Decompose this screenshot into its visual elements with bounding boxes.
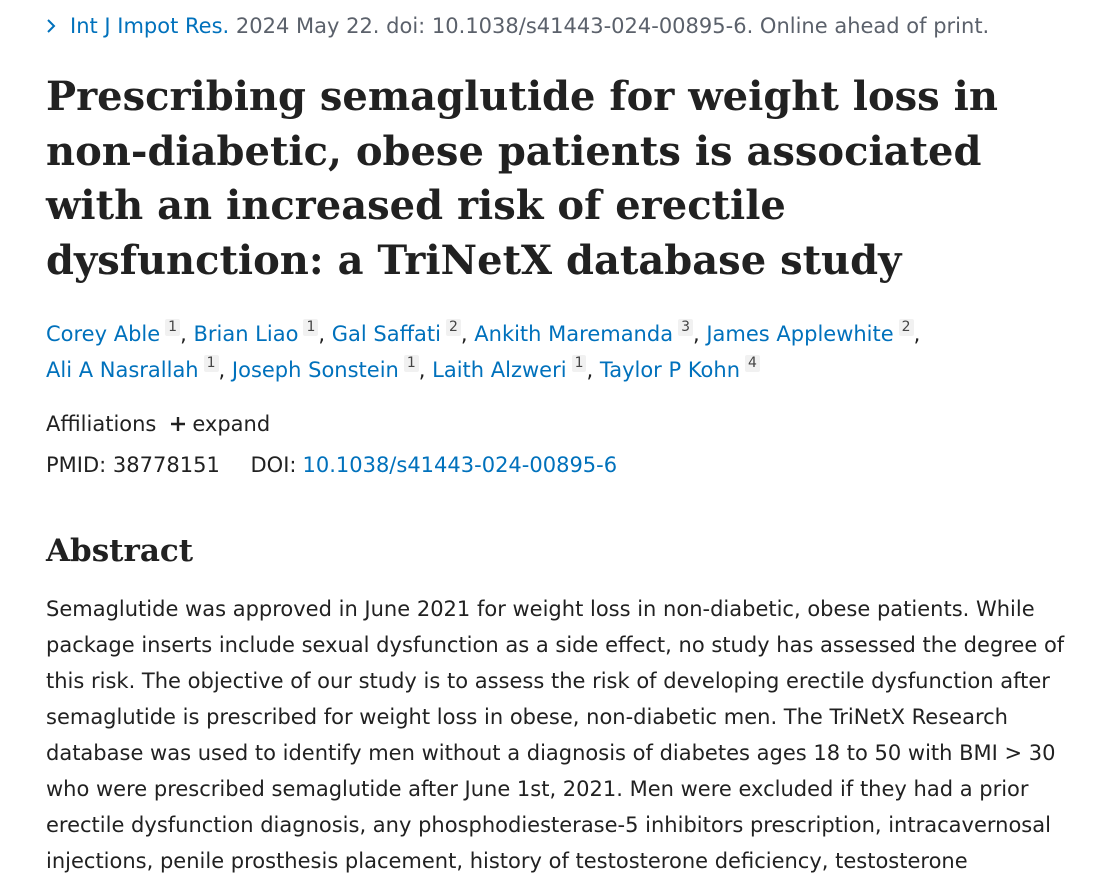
doi-link[interactable]: 10.1038/s41443-024-00895-6 [302, 453, 618, 477]
affiliation-ref[interactable]: 1 [303, 319, 319, 336]
author-item: Ankith Maremanda 3 [474, 319, 693, 346]
expand-label: expand [192, 412, 271, 436]
author-list: Corey Able 1, Brian Liao 1, Gal Saffati 2, … [46, 316, 1046, 388]
author-separator: , [218, 358, 232, 382]
citation-line: Int J Impot Res. 2024 May 22. doi: 10.10… [46, 12, 989, 40]
affiliations-expand-button[interactable]: expand [170, 412, 270, 436]
author-link[interactable]: Gal Saffati [331, 322, 441, 346]
author-link[interactable]: Ali A Nasrallah [46, 358, 199, 382]
pmid-label: PMID: [46, 453, 107, 477]
author-separator: , [460, 322, 475, 346]
affiliation-ref[interactable]: 1 [403, 355, 419, 372]
author-separator: , [180, 322, 194, 346]
author-separator: , [586, 358, 600, 382]
author-link[interactable]: James Applewhite [706, 322, 894, 346]
affiliation-ref[interactable]: 2 [445, 319, 461, 336]
citation-details: 2024 May 22. doi: 10.1038/s41443-024-008… [229, 14, 990, 38]
author-separator: , [418, 358, 433, 382]
article-title: Prescribing semaglutide for weight loss … [46, 73, 998, 284]
author-item: Corey Able 1 [46, 319, 181, 346]
identifiers-row: PMID: 38778151 DOI: 10.1038/s41443-024-00… [46, 450, 617, 480]
abstract-text: Semaglutide was approved in June 2021 fo… [46, 597, 1065, 873]
author-item: Brian Liao 1 [193, 319, 319, 346]
author-link[interactable]: Taylor P Kohn [599, 358, 741, 382]
author-item: Joseph Sonstein 1 [231, 355, 419, 382]
abstract-heading: Abstract [46, 533, 194, 569]
author-link[interactable]: Brian Liao [193, 322, 299, 346]
plus-icon [171, 417, 186, 431]
affiliations-row: Affiliations expand [46, 408, 270, 440]
chevron-right-icon[interactable] [46, 19, 56, 33]
author-link[interactable]: Corey Able [46, 322, 161, 346]
author-separator: , [693, 322, 707, 346]
affiliation-ref[interactable]: 3 [678, 319, 693, 336]
author-separator: , [913, 322, 921, 346]
author-separator: , [318, 322, 332, 346]
author-link[interactable]: Laith Alzweri [432, 358, 567, 382]
affiliation-ref[interactable]: 4 [745, 355, 760, 372]
affiliations-label: Affiliations [46, 412, 157, 436]
doi-label: DOI: [250, 453, 297, 477]
affiliation-ref[interactable]: 1 [165, 319, 181, 336]
author-item: Laith Alzweri 1 [432, 355, 587, 382]
affiliation-ref[interactable]: 1 [571, 355, 587, 372]
affiliation-ref[interactable]: 1 [203, 355, 219, 372]
author-link[interactable]: Ankith Maremanda [474, 322, 674, 346]
pmid-value: 38778151 [112, 453, 220, 477]
author-link[interactable]: Joseph Sonstein [231, 358, 399, 382]
affiliation-ref[interactable]: 2 [898, 319, 914, 336]
author-item: James Applewhite 2 [706, 319, 914, 346]
journal-link[interactable]: Int J Impot Res. [70, 14, 230, 38]
author-item: Taylor P Kohn 4 [599, 355, 760, 382]
author-item: Ali A Nasrallah 1 [46, 355, 219, 382]
author-item: Gal Saffati 2 [331, 319, 461, 346]
